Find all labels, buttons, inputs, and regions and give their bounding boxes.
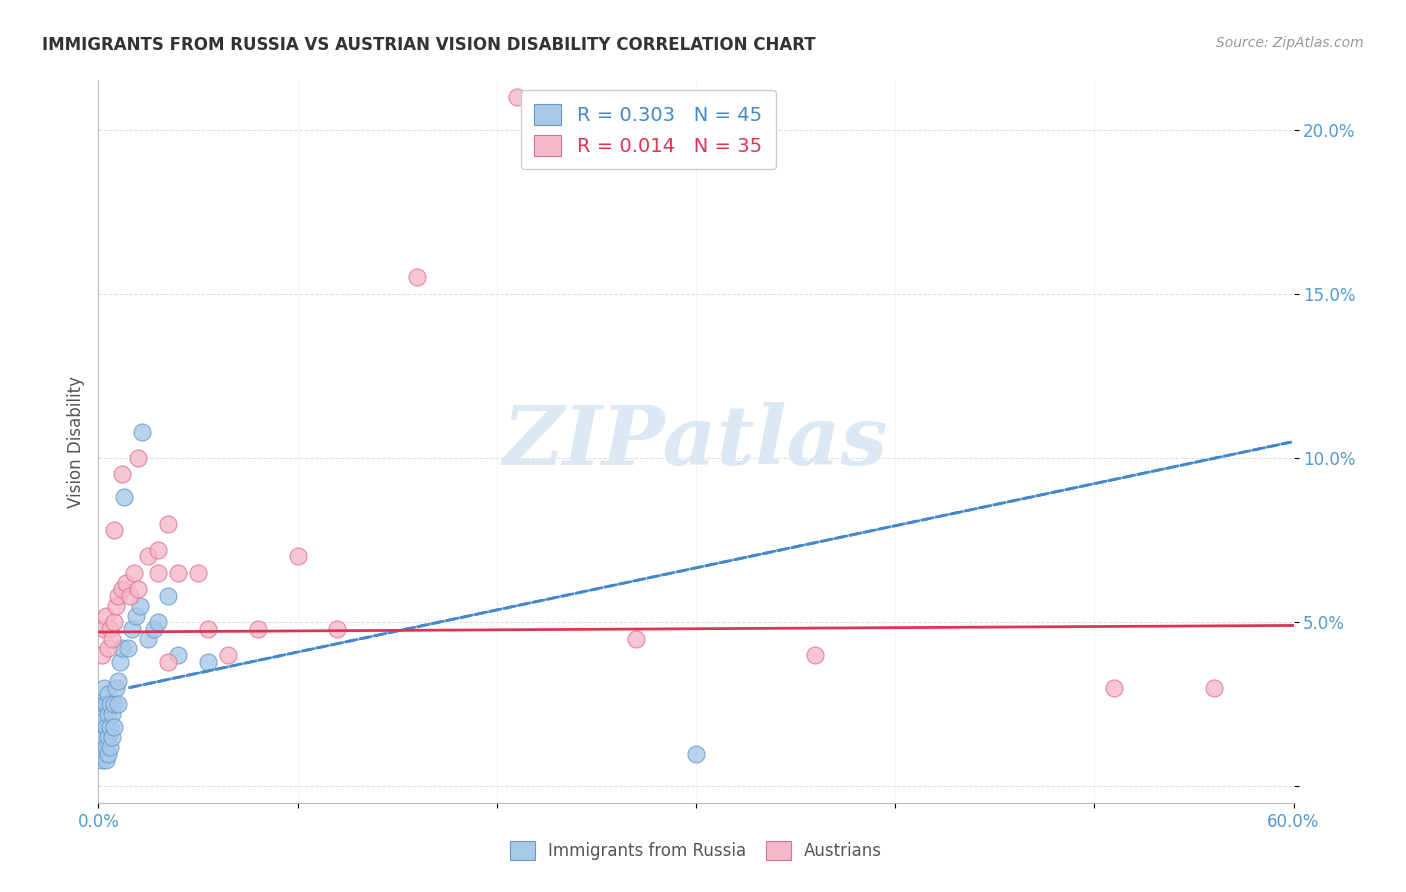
Point: [197, 655, 219, 669]
Point: [287, 549, 309, 564]
Point: [131, 425, 153, 439]
Point: [187, 566, 209, 580]
Point: [246, 622, 269, 636]
Point: [103, 720, 125, 734]
Point: [91, 707, 114, 722]
Point: [1202, 681, 1225, 695]
Point: [89, 747, 111, 761]
Point: [121, 622, 143, 636]
Point: [124, 566, 146, 580]
Point: [97, 747, 120, 761]
Point: [406, 270, 429, 285]
Point: [89, 714, 111, 728]
Point: [127, 450, 149, 465]
Point: [111, 467, 134, 482]
Point: [117, 641, 139, 656]
Point: [97, 687, 120, 701]
Point: [97, 730, 120, 744]
Point: [217, 648, 239, 662]
Point: [626, 632, 648, 646]
Point: [804, 648, 827, 662]
Point: [148, 542, 170, 557]
Point: [111, 582, 134, 597]
Point: [103, 615, 125, 630]
Point: [96, 739, 118, 754]
Point: [136, 632, 159, 646]
Point: [89, 730, 111, 744]
Point: [96, 698, 118, 712]
Legend: Immigrants from Russia, Austrians: Immigrants from Russia, Austrians: [503, 835, 889, 867]
Point: [101, 707, 124, 722]
Point: [167, 648, 190, 662]
Point: [143, 622, 166, 636]
Point: [91, 648, 114, 662]
Point: [91, 753, 114, 767]
Point: [120, 589, 142, 603]
Point: [101, 632, 124, 646]
Point: [506, 89, 529, 103]
Point: [96, 720, 118, 734]
Text: Source: ZipAtlas.com: Source: ZipAtlas.com: [1216, 36, 1364, 50]
Point: [136, 549, 159, 564]
Point: [91, 720, 114, 734]
Point: [115, 575, 138, 590]
Point: [125, 608, 148, 623]
Point: [98, 698, 122, 712]
Point: [103, 523, 125, 537]
Point: [91, 739, 114, 754]
Point: [167, 566, 190, 580]
Point: [93, 730, 115, 744]
Point: [685, 747, 707, 761]
Point: [157, 655, 180, 669]
Point: [127, 582, 149, 597]
Point: [112, 491, 135, 505]
Point: [96, 753, 118, 767]
Point: [110, 655, 132, 669]
Point: [148, 566, 170, 580]
Point: [197, 622, 219, 636]
Point: [101, 730, 124, 744]
Point: [107, 674, 129, 689]
Point: [1104, 681, 1126, 695]
Point: [96, 608, 118, 623]
Point: [93, 714, 115, 728]
Point: [326, 622, 349, 636]
Point: [105, 681, 128, 695]
Point: [129, 599, 152, 613]
Point: [157, 589, 180, 603]
Point: [98, 622, 122, 636]
Point: [105, 599, 128, 613]
Point: [148, 615, 170, 630]
Y-axis label: Vision Disability: Vision Disability: [66, 376, 84, 508]
Point: [97, 641, 120, 656]
Point: [157, 516, 180, 531]
Point: [93, 747, 115, 761]
Point: [107, 698, 129, 712]
Point: [93, 622, 115, 636]
Point: [103, 698, 125, 712]
Point: [98, 739, 122, 754]
Point: [107, 589, 129, 603]
Text: IMMIGRANTS FROM RUSSIA VS AUSTRIAN VISION DISABILITY CORRELATION CHART: IMMIGRANTS FROM RUSSIA VS AUSTRIAN VISIO…: [42, 36, 815, 54]
Point: [97, 707, 120, 722]
Point: [111, 641, 134, 656]
Point: [93, 698, 115, 712]
Point: [98, 720, 122, 734]
Text: ZIPatlas: ZIPatlas: [503, 401, 889, 482]
Point: [93, 681, 115, 695]
